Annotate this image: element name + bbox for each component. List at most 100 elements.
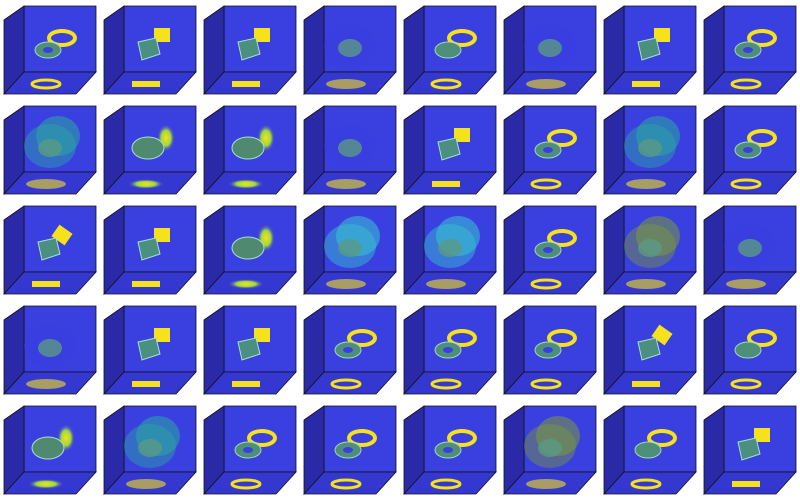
volume-cube-3-1 bbox=[3, 205, 97, 296]
floor-projection bbox=[330, 378, 362, 390]
wall-projection bbox=[154, 228, 170, 242]
wall-projection bbox=[347, 429, 377, 447]
floor-projection bbox=[32, 281, 60, 287]
back-wall bbox=[223, 405, 297, 473]
volume-cube-2-8 bbox=[703, 105, 797, 196]
volume-cube-3-5 bbox=[403, 205, 497, 296]
wall-projection bbox=[547, 129, 577, 147]
floor-projection bbox=[132, 81, 160, 87]
volume-object bbox=[734, 141, 762, 159]
volume-cube-1-3 bbox=[203, 5, 297, 96]
wall-projection bbox=[654, 28, 670, 42]
back-wall bbox=[523, 305, 597, 373]
back-wall bbox=[323, 305, 397, 373]
wall-projection bbox=[47, 29, 77, 47]
volume-cube-2-7 bbox=[603, 105, 697, 196]
floor bbox=[703, 71, 797, 95]
back-wall bbox=[423, 305, 497, 373]
volume-cube-5-4 bbox=[303, 405, 397, 496]
volume-object bbox=[237, 337, 261, 361]
wall-projection bbox=[447, 329, 477, 347]
volume-cube-2-1 bbox=[3, 105, 97, 196]
volume-cube-5-2 bbox=[103, 405, 197, 496]
floor-projection bbox=[430, 78, 462, 90]
wall-projection bbox=[754, 428, 770, 442]
floor bbox=[203, 471, 297, 495]
volume-object bbox=[324, 224, 376, 268]
wall-projection bbox=[254, 28, 270, 42]
floor-projection bbox=[230, 478, 262, 490]
wall-projection bbox=[547, 329, 577, 347]
floor bbox=[403, 371, 497, 395]
volume-cube-2-4 bbox=[303, 105, 397, 196]
floor-projection bbox=[326, 279, 366, 289]
wall-projection bbox=[347, 329, 377, 347]
volume-object bbox=[724, 224, 776, 268]
volume-cube-4-1 bbox=[3, 305, 97, 396]
floor-projection bbox=[430, 478, 462, 490]
volume-object bbox=[534, 241, 562, 259]
volume-object bbox=[637, 337, 661, 361]
volume-object bbox=[131, 136, 165, 160]
volume-object bbox=[734, 341, 762, 359]
floor-projection bbox=[330, 478, 362, 490]
wall-projection bbox=[51, 224, 73, 246]
wall-projection bbox=[254, 328, 270, 342]
floor-projection bbox=[530, 278, 562, 290]
volume-object bbox=[324, 124, 376, 168]
volume-object bbox=[524, 24, 576, 68]
volume-object bbox=[637, 37, 661, 61]
floor bbox=[603, 471, 697, 495]
floor-projection bbox=[526, 479, 566, 489]
floor-projection bbox=[630, 478, 662, 490]
volume-object bbox=[624, 224, 676, 268]
wall-projection bbox=[447, 29, 477, 47]
floor-projection bbox=[626, 279, 666, 289]
volume-object bbox=[231, 236, 265, 260]
volume-cube-4-3 bbox=[203, 305, 297, 396]
volume-cube-5-3 bbox=[203, 405, 297, 496]
volume-object bbox=[437, 137, 461, 161]
back-wall bbox=[423, 405, 497, 473]
volume-cube-5-5 bbox=[403, 405, 497, 496]
volume-object bbox=[137, 237, 161, 261]
back-wall bbox=[523, 205, 597, 273]
volume-object bbox=[237, 37, 261, 61]
wall-projection bbox=[454, 128, 470, 142]
volume-cube-1-4 bbox=[303, 5, 397, 96]
volume-cube-3-2 bbox=[103, 205, 197, 296]
floor bbox=[3, 71, 97, 95]
floor bbox=[503, 271, 597, 295]
floor-projection bbox=[632, 81, 660, 87]
floor-projection bbox=[730, 78, 762, 90]
floor-projection bbox=[26, 179, 66, 189]
back-wall bbox=[523, 105, 597, 173]
volume-object bbox=[24, 124, 76, 168]
wall-projection bbox=[747, 329, 777, 347]
floor-projection bbox=[228, 279, 264, 289]
floor-projection bbox=[28, 479, 64, 489]
volume-cube-3-6 bbox=[503, 205, 597, 296]
volume-cube-4-4 bbox=[303, 305, 397, 396]
floor-projection bbox=[326, 79, 366, 89]
volume-object bbox=[24, 324, 76, 368]
volume-object bbox=[334, 441, 362, 459]
volume-object bbox=[524, 424, 576, 468]
volume-cube-4-6 bbox=[503, 305, 597, 396]
back-wall bbox=[723, 305, 797, 373]
floor-projection bbox=[530, 178, 562, 190]
floor bbox=[503, 171, 597, 195]
back-wall bbox=[723, 5, 797, 73]
volume-object bbox=[734, 41, 762, 59]
volume-cube-4-2 bbox=[103, 305, 197, 396]
volume-cube-5-8 bbox=[703, 405, 797, 496]
volume-object bbox=[334, 341, 362, 359]
back-wall bbox=[323, 405, 397, 473]
floor-projection bbox=[126, 479, 166, 489]
volume-cube-2-6 bbox=[503, 105, 597, 196]
floor bbox=[703, 371, 797, 395]
wall-projection bbox=[154, 28, 170, 42]
floor-projection bbox=[730, 178, 762, 190]
volume-cube-2-2 bbox=[103, 105, 197, 196]
